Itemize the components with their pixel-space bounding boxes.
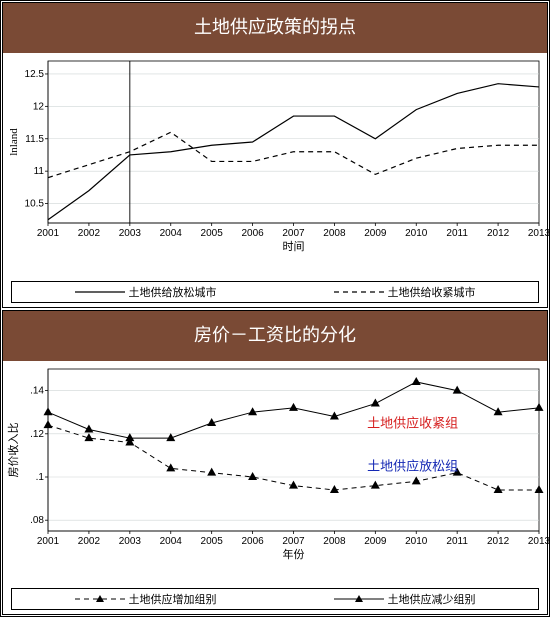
panel-bottom-title: 房价－工资比的分化 <box>3 311 547 361</box>
panel-top-title: 土地供应政策的拐点 <box>3 3 547 53</box>
panel-top: 土地供应政策的拐点 10.5 11 11.5 12 12.5 2001 2002 2003 20… <box>2 2 548 308</box>
svg-text:lnland: lnland <box>8 128 20 156</box>
svg-text:2001: 2001 <box>37 536 60 547</box>
svg-text:2005: 2005 <box>201 536 224 547</box>
svg-text:.12: .12 <box>30 428 44 439</box>
svg-text:2010: 2010 <box>405 536 428 547</box>
svg-text:时间: 时间 <box>283 240 305 253</box>
svg-text:2003: 2003 <box>119 536 142 547</box>
legend-swatch-dash-tri <box>75 593 125 605</box>
svg-text:2006: 2006 <box>241 228 264 239</box>
svg-text:.1: .1 <box>36 472 45 483</box>
svg-text:2002: 2002 <box>78 228 101 239</box>
legend-bottom: 土地供应增加组别 土地供应减少组别 <box>11 588 539 610</box>
svg-text:10.5: 10.5 <box>25 199 45 210</box>
plot-top: 10.5 11 11.5 12 12.5 2001 2002 2003 2004 2005 2006… <box>3 53 547 279</box>
svg-text:2004: 2004 <box>160 536 183 547</box>
svg-text:2011: 2011 <box>446 536 468 547</box>
svg-text:12: 12 <box>33 101 45 112</box>
svg-text:2013: 2013 <box>528 536 549 547</box>
legend-item: 土地供应增加组别 <box>75 591 217 607</box>
svg-text:2006: 2006 <box>241 536 264 547</box>
svg-text:土地供应放松组: 土地供应放松组 <box>367 458 458 473</box>
svg-text:.08: .08 <box>30 515 44 526</box>
plot-bottom: .08 .1 .12 .14 2001 2002 2003 2004 2005 2006 2007 2… <box>3 361 547 587</box>
svg-text:2001: 2001 <box>37 228 60 239</box>
panel-bottom: 房价－工资比的分化 .08 .1 .12 .14 2001 2002 2003 2004 200… <box>2 310 548 616</box>
svg-text:2008: 2008 <box>323 536 346 547</box>
svg-text:11.5: 11.5 <box>25 134 44 145</box>
svg-text:2009: 2009 <box>364 228 387 239</box>
legend-swatch-solid <box>75 286 125 298</box>
svg-text:房价收入比: 房价收入比 <box>6 422 20 477</box>
svg-text:2005: 2005 <box>201 228 224 239</box>
svg-text:2008: 2008 <box>323 228 346 239</box>
svg-text:.14: .14 <box>30 385 44 396</box>
legend-swatch-dash <box>334 286 384 298</box>
svg-text:2007: 2007 <box>282 228 305 239</box>
svg-text:2012: 2012 <box>487 536 510 547</box>
svg-text:土地供应收紧组: 土地供应收紧组 <box>367 415 458 430</box>
legend-item: 土地供应减少组别 <box>334 591 476 607</box>
legend-label: 土地供应增加组别 <box>129 591 217 607</box>
legend-label: 土地供给放松城市 <box>129 284 217 300</box>
svg-text:2002: 2002 <box>78 536 101 547</box>
svg-text:2013: 2013 <box>528 228 549 239</box>
svg-text:2012: 2012 <box>487 228 510 239</box>
legend-swatch-solid-tri <box>334 593 384 605</box>
legend-item: 土地供给放松城市 <box>75 284 217 300</box>
svg-text:11: 11 <box>34 166 45 177</box>
svg-text:12.5: 12.5 <box>25 69 45 80</box>
legend-top: 土地供给放松城市 土地供给收紧城市 <box>11 281 539 303</box>
svg-text:2011: 2011 <box>446 228 468 239</box>
chart-container: 土地供应政策的拐点 10.5 11 11.5 12 12.5 2001 2002 2003 20… <box>0 0 550 617</box>
svg-text:年份: 年份 <box>283 547 305 561</box>
svg-text:2004: 2004 <box>160 228 183 239</box>
legend-label: 土地供应减少组别 <box>388 591 476 607</box>
svg-text:2007: 2007 <box>282 536 305 547</box>
legend-label: 土地供给收紧城市 <box>388 284 476 300</box>
svg-text:2009: 2009 <box>364 536 387 547</box>
svg-text:2003: 2003 <box>119 228 142 239</box>
svg-text:2010: 2010 <box>405 228 428 239</box>
legend-item: 土地供给收紧城市 <box>334 284 476 300</box>
